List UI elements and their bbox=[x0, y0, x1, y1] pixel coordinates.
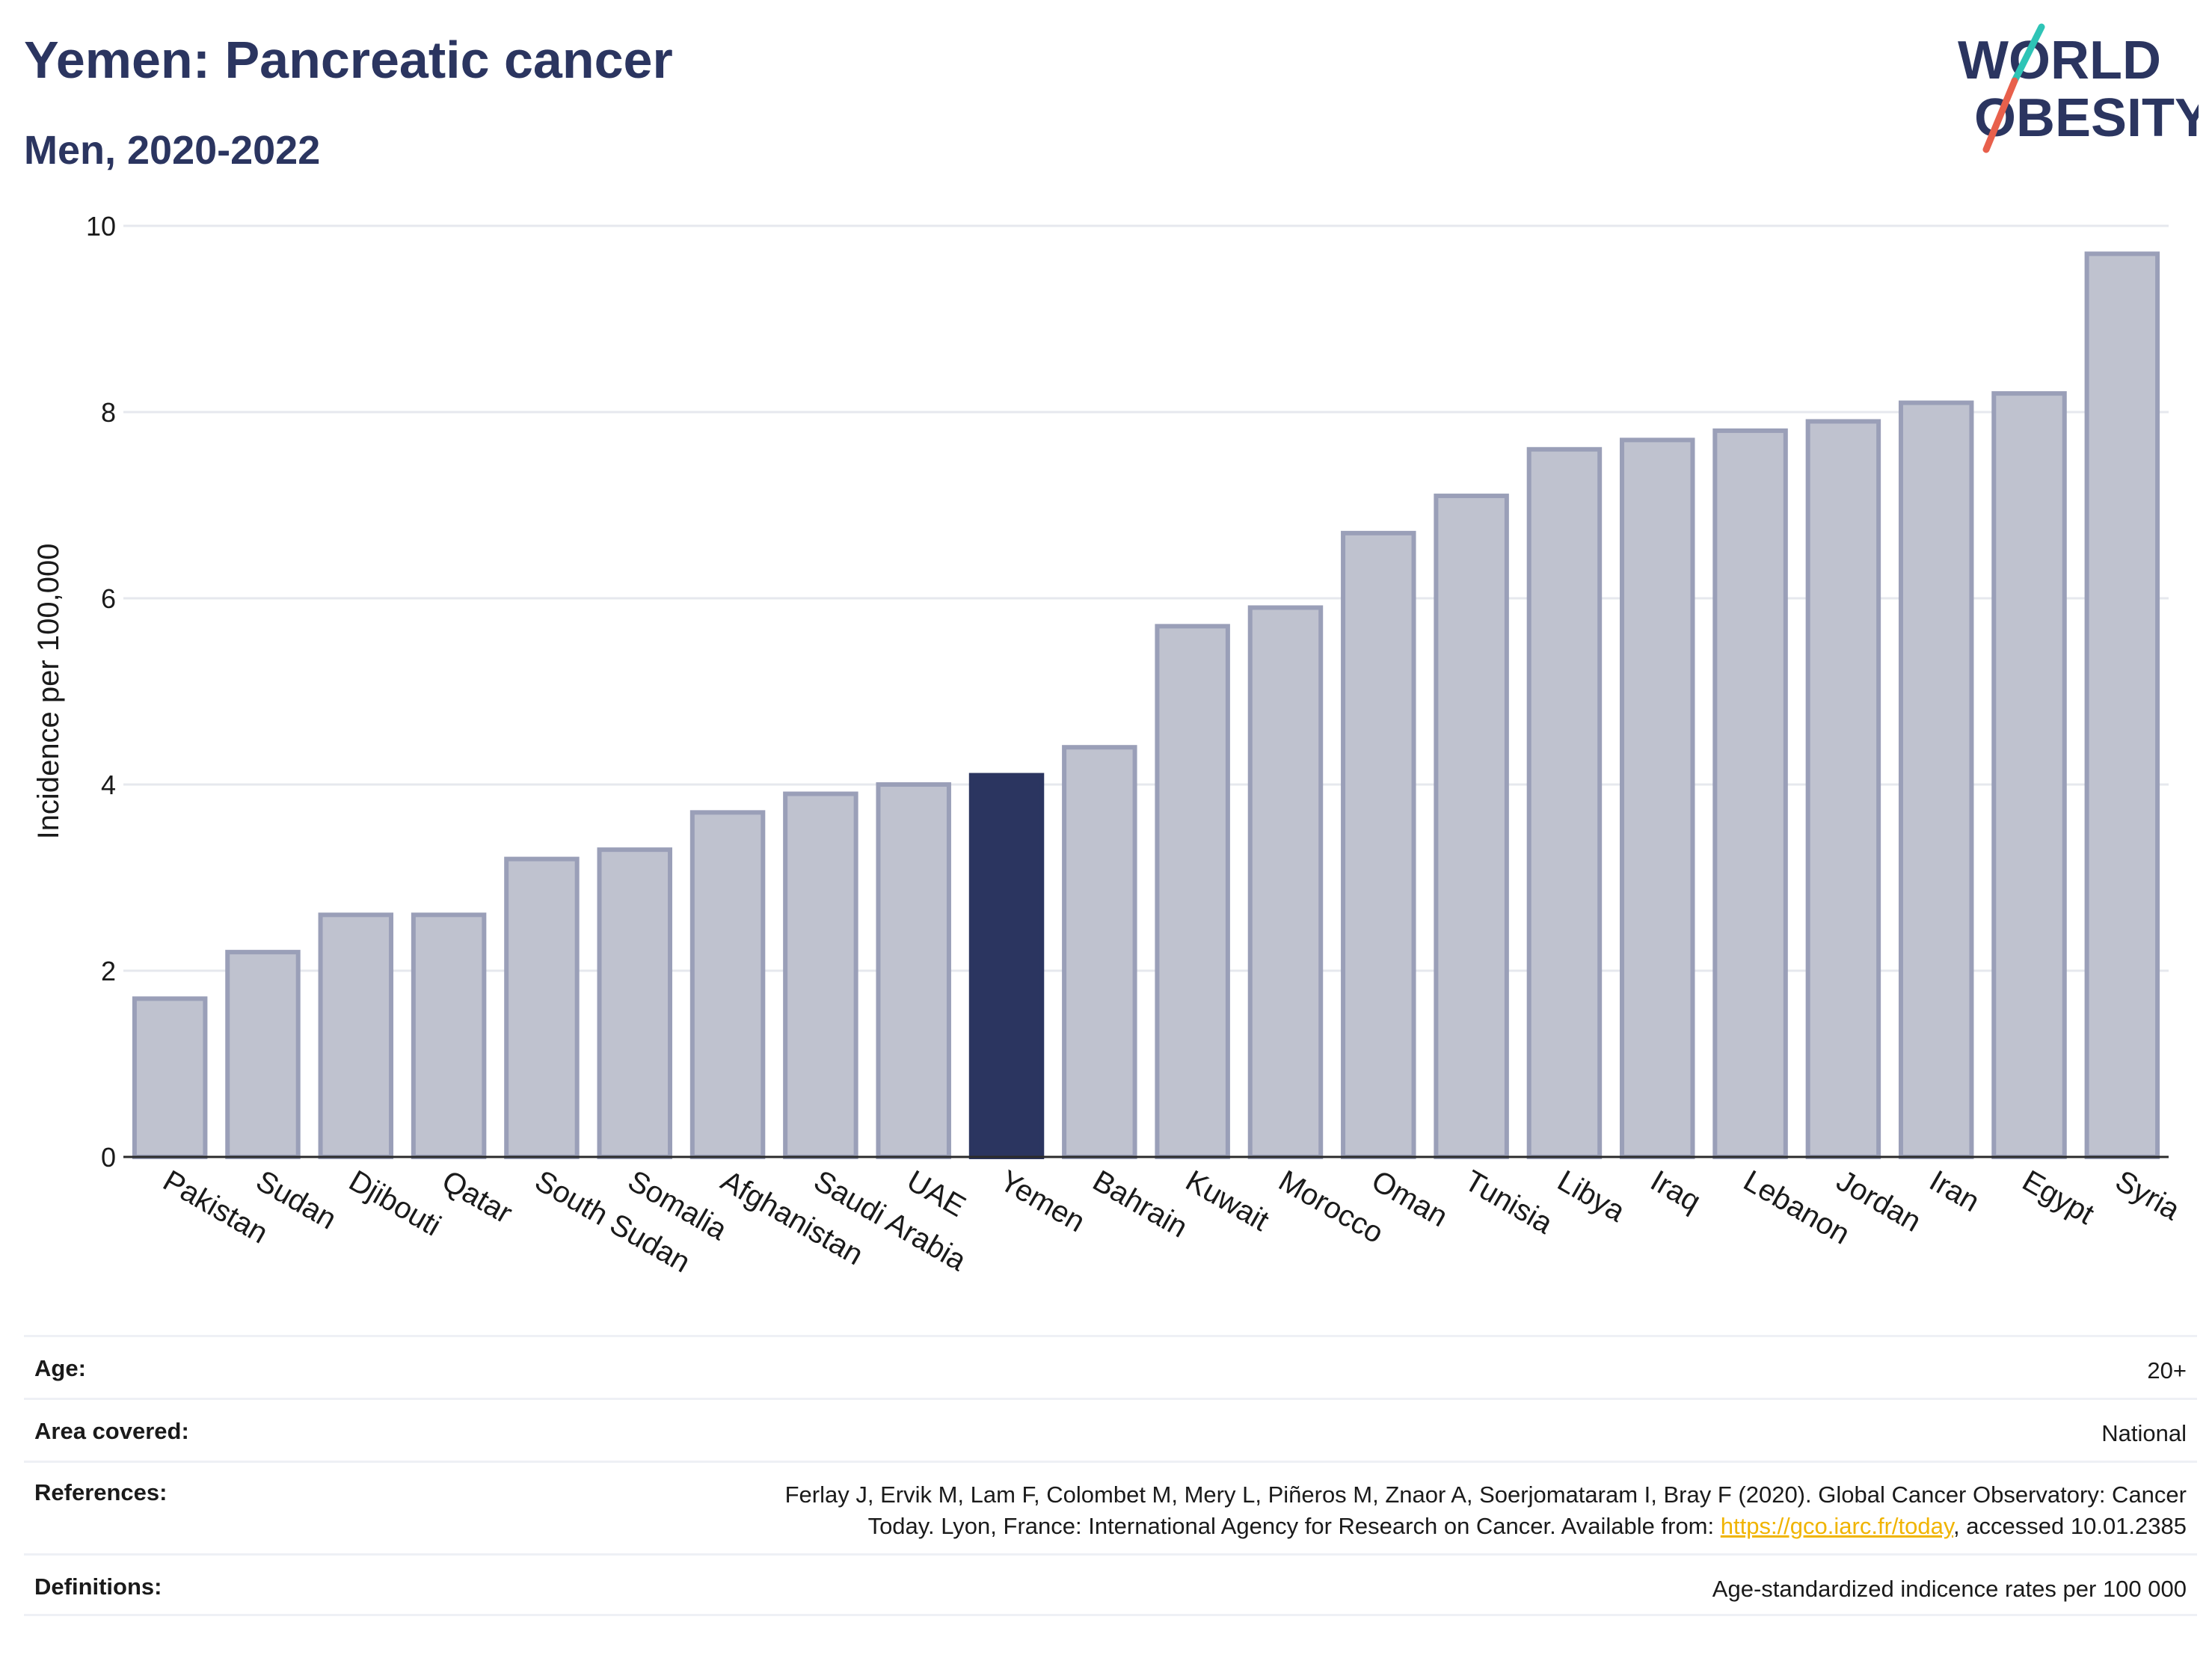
age-label: Age: bbox=[34, 1355, 86, 1381]
y-tick-label: 2 bbox=[101, 956, 116, 986]
bar bbox=[1898, 400, 1974, 1159]
references-line2-pre: Today. Lyon, France: International Agenc… bbox=[867, 1513, 1721, 1539]
bar bbox=[132, 996, 208, 1159]
x-tick-label: Syria bbox=[2110, 1164, 2186, 1227]
y-tick-label: 10 bbox=[86, 211, 116, 242]
y-tick-label: 8 bbox=[101, 397, 116, 428]
bar bbox=[1526, 446, 1603, 1159]
logo-slash-top bbox=[2011, 23, 2045, 85]
area-label: Area covered: bbox=[34, 1418, 189, 1444]
y-axis-label: Incidence per 100,000 bbox=[32, 544, 65, 840]
logo-line1: WORLD bbox=[1958, 31, 2161, 90]
bar bbox=[1712, 428, 1788, 1159]
definitions-value: Age-standardized indicence rates per 100… bbox=[1712, 1576, 2187, 1602]
bar bbox=[411, 912, 487, 1160]
definitions-label: Definitions: bbox=[34, 1573, 162, 1600]
y-axis-ticks: 0 2 4 6 8 10 bbox=[86, 211, 116, 1173]
info-row-references: References: Ferlay J, Ervik M, Lam F, Co… bbox=[24, 1461, 2197, 1553]
x-tick-label: Pakistan bbox=[158, 1164, 274, 1250]
x-tick-label: Yemen bbox=[995, 1164, 1091, 1239]
bars bbox=[132, 251, 2160, 1160]
x-tick-label: Morocco bbox=[1273, 1164, 1389, 1250]
y-tick-label: 6 bbox=[101, 583, 116, 614]
info-row-age: Age: 20+ bbox=[24, 1335, 2197, 1398]
bar bbox=[689, 810, 766, 1159]
bar bbox=[783, 791, 858, 1159]
x-tick-label: South Sudan bbox=[529, 1164, 695, 1280]
references-value: Ferlay J, Ervik M, Lam F, Colombet M, Me… bbox=[785, 1479, 2187, 1542]
area-value: National bbox=[2101, 1420, 2187, 1446]
bar bbox=[1062, 745, 1137, 1159]
bar bbox=[1247, 605, 1324, 1159]
info-row-definitions: Definitions: Age-standardized indicence … bbox=[24, 1553, 2197, 1616]
bar bbox=[1620, 437, 1695, 1159]
info-row-area: Area covered: National bbox=[24, 1398, 2197, 1461]
references-line2-post: , accessed 10.01.2385 bbox=[1953, 1513, 2187, 1539]
references-link[interactable]: https://gco.iarc.fr/today bbox=[1720, 1513, 1954, 1539]
bar bbox=[1155, 624, 1230, 1159]
bar-highlight bbox=[968, 773, 1045, 1160]
x-tick-label: Libya bbox=[1552, 1164, 1630, 1229]
bar bbox=[504, 856, 580, 1159]
bar bbox=[1991, 391, 2067, 1159]
x-tick-label: Egypt bbox=[2017, 1164, 2100, 1231]
bar bbox=[1434, 494, 1509, 1159]
x-tick-label: Qatar bbox=[437, 1164, 518, 1230]
page-subtitle: Men, 2020-2022 bbox=[24, 128, 321, 173]
y-tick-label: 4 bbox=[101, 770, 116, 800]
x-tick-label: Djibouti bbox=[343, 1164, 446, 1243]
logo-line2: OBESITY bbox=[1974, 88, 2199, 148]
world-obesity-logo: WORLD OBESITY bbox=[1958, 23, 2199, 153]
x-tick-label: Kuwait bbox=[1180, 1164, 1274, 1238]
bar bbox=[1341, 530, 1416, 1159]
bar bbox=[597, 847, 672, 1160]
x-tick-label: Iran bbox=[1924, 1164, 1985, 1219]
bar bbox=[225, 950, 301, 1159]
references-line1: Ferlay J, Ervik M, Lam F, Colombet M, Me… bbox=[784, 1481, 2187, 1508]
bar bbox=[318, 912, 394, 1160]
x-tick-label: Tunisia bbox=[1459, 1164, 1558, 1241]
page-title: Yemen: Pancreatic cancer bbox=[24, 31, 673, 89]
logo-slash-bottom bbox=[1982, 77, 2018, 153]
y-tick-label: 0 bbox=[101, 1142, 116, 1173]
bar bbox=[2084, 251, 2160, 1160]
x-tick-label: Lebanon bbox=[1738, 1164, 1855, 1251]
info-table: Age: 20+ Area covered: National Referenc… bbox=[24, 1335, 2197, 1616]
x-tick-label: Iraq bbox=[1645, 1164, 1706, 1219]
references-label: References: bbox=[34, 1479, 168, 1505]
age-value: 20+ bbox=[2147, 1357, 2187, 1384]
bar bbox=[1805, 419, 1881, 1159]
x-tick-label: Bahrain bbox=[1087, 1164, 1193, 1244]
bar bbox=[876, 782, 951, 1159]
